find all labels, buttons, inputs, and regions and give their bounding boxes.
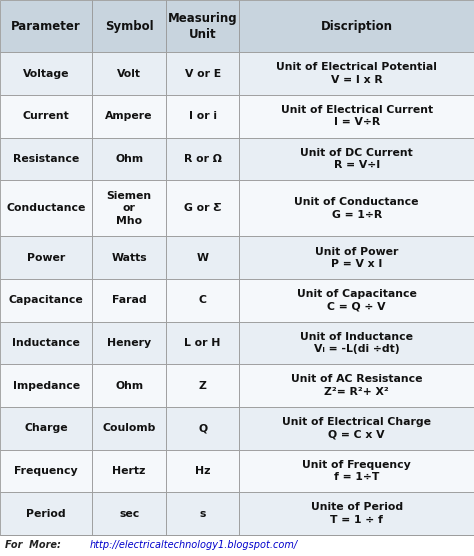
Text: http://electricaltechnology1.blogspot.com/: http://electricaltechnology1.blogspot.co… — [90, 540, 298, 550]
Bar — [0, 0, 92, 52]
Bar — [239, 52, 474, 95]
Text: For  More:: For More: — [5, 540, 61, 550]
Bar — [0, 52, 92, 95]
Bar — [92, 450, 166, 492]
Text: I or i: I or i — [189, 111, 217, 121]
Text: Unit of Electrical Potential
V = I x R: Unit of Electrical Potential V = I x R — [276, 62, 437, 85]
Text: Resistance: Resistance — [13, 154, 79, 164]
Text: Hz: Hz — [195, 466, 210, 476]
Text: C: C — [199, 295, 207, 305]
Text: Henery: Henery — [107, 338, 151, 348]
Bar — [166, 52, 239, 95]
Text: Unit of Conductance
G = 1÷R: Unit of Conductance G = 1÷R — [294, 197, 419, 220]
Text: Period: Period — [27, 509, 66, 519]
Bar — [239, 236, 474, 279]
Bar — [239, 322, 474, 364]
Bar — [92, 236, 166, 279]
Text: Unit of Electrical Current
I = V÷R: Unit of Electrical Current I = V÷R — [281, 105, 433, 127]
Bar — [166, 450, 239, 492]
Text: Charge: Charge — [24, 423, 68, 433]
Bar — [92, 492, 166, 535]
Text: Discription: Discription — [321, 19, 392, 33]
Text: Unit of AC Resistance
Z²= R²+ X²: Unit of AC Resistance Z²= R²+ X² — [291, 374, 422, 397]
Bar — [0, 322, 92, 364]
Bar — [239, 0, 474, 52]
Bar — [92, 52, 166, 95]
Bar — [166, 322, 239, 364]
Text: Power: Power — [27, 253, 65, 263]
Bar — [92, 279, 166, 322]
Text: Ampere: Ampere — [105, 111, 153, 121]
Text: W: W — [197, 253, 209, 263]
Bar — [166, 364, 239, 407]
Bar — [92, 95, 166, 137]
Text: L or H: L or H — [184, 338, 221, 348]
Bar — [166, 0, 239, 52]
Bar — [239, 95, 474, 137]
Bar — [239, 407, 474, 450]
Text: Siemen
or
Mho: Siemen or Mho — [107, 191, 152, 226]
Text: Parameter: Parameter — [11, 19, 81, 33]
Text: Unit of Power
P = V x I: Unit of Power P = V x I — [315, 246, 398, 269]
Bar — [92, 364, 166, 407]
Bar — [239, 137, 474, 180]
Text: Q: Q — [198, 423, 207, 433]
Text: Current: Current — [23, 111, 70, 121]
Text: Impedance: Impedance — [13, 381, 80, 391]
Bar — [0, 137, 92, 180]
Text: Voltage: Voltage — [23, 68, 70, 78]
Text: s: s — [200, 509, 206, 519]
Text: Ohm: Ohm — [115, 381, 143, 391]
Bar — [92, 180, 166, 236]
Bar — [92, 0, 166, 52]
Text: Watts: Watts — [111, 253, 147, 263]
Bar — [166, 279, 239, 322]
Bar — [0, 236, 92, 279]
Bar — [92, 407, 166, 450]
Text: Measuring
Unit: Measuring Unit — [168, 12, 237, 41]
Bar — [0, 407, 92, 450]
Text: Unit of Capacitance
C = Q ÷ V: Unit of Capacitance C = Q ÷ V — [297, 289, 417, 311]
Bar — [0, 492, 92, 535]
Bar — [0, 364, 92, 407]
Text: Z: Z — [199, 381, 207, 391]
Bar — [239, 180, 474, 236]
Text: G or Ƹ: G or Ƹ — [184, 203, 221, 214]
Bar — [92, 322, 166, 364]
Text: Symbol: Symbol — [105, 19, 154, 33]
Bar — [0, 450, 92, 492]
Text: Farad: Farad — [112, 295, 146, 305]
Bar — [239, 492, 474, 535]
Bar — [239, 364, 474, 407]
Bar — [239, 279, 474, 322]
Bar — [239, 450, 474, 492]
Text: Ohm: Ohm — [115, 154, 143, 164]
Bar — [166, 492, 239, 535]
Text: Unite of Period
T = 1 ÷ f: Unite of Period T = 1 ÷ f — [310, 503, 403, 525]
Text: Unit of Frequency
f = 1÷T: Unit of Frequency f = 1÷T — [302, 460, 411, 482]
Text: Volt: Volt — [117, 68, 141, 78]
Bar — [92, 137, 166, 180]
Bar — [0, 279, 92, 322]
Text: R or Ω: R or Ω — [184, 154, 221, 164]
Bar — [166, 180, 239, 236]
Text: Capacitance: Capacitance — [9, 295, 83, 305]
Text: Unit of DC Current
R = V÷I: Unit of DC Current R = V÷I — [301, 148, 413, 170]
Text: V or E: V or E — [184, 68, 221, 78]
Text: Coulomb: Coulomb — [102, 423, 156, 433]
Bar — [166, 236, 239, 279]
Text: Conductance: Conductance — [7, 203, 86, 214]
Bar — [0, 180, 92, 236]
Bar — [166, 137, 239, 180]
Bar — [166, 95, 239, 137]
Text: Inductance: Inductance — [12, 338, 80, 348]
Text: Hertz: Hertz — [112, 466, 146, 476]
Text: sec: sec — [119, 509, 139, 519]
Bar — [0, 95, 92, 137]
Text: Unit of Inductance
Vₗ = -L(di ÷dt): Unit of Inductance Vₗ = -L(di ÷dt) — [300, 332, 413, 354]
Bar — [166, 407, 239, 450]
Text: Frequency: Frequency — [14, 466, 78, 476]
Text: Unit of Electrical Charge
Q = C x V: Unit of Electrical Charge Q = C x V — [282, 417, 431, 439]
